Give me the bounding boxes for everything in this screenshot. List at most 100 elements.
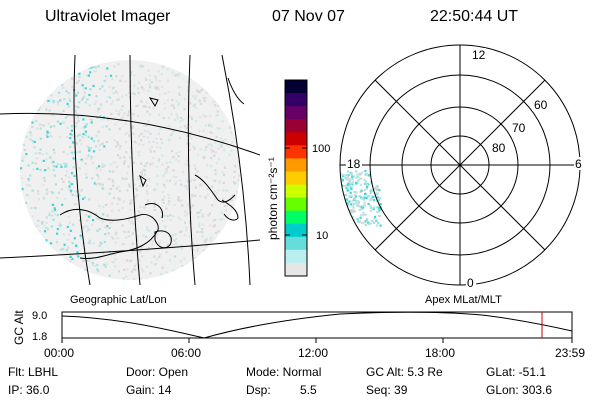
emission-pixel: [155, 137, 158, 140]
emission-pixel: [194, 194, 197, 197]
emission-pixel: [149, 132, 152, 135]
emission-pixel: [97, 165, 101, 168]
emission-pixel: [192, 242, 195, 245]
emission-pixel: [161, 219, 164, 223]
emission-pixel: [238, 123, 240, 126]
emission-pixel: [374, 187, 377, 190]
emission-pixel: [238, 66, 240, 69]
emission-pixel: [131, 125, 134, 128]
emission-pixel: [121, 206, 124, 209]
emission-pixel: [29, 106, 32, 109]
emission-pixel: [37, 198, 40, 201]
emission-pixel: [89, 71, 92, 74]
emission-pixel: [356, 218, 359, 221]
emission-pixel: [163, 214, 167, 217]
emission-pixel: [160, 272, 163, 275]
emission-pixel: [180, 230, 183, 233]
emission-pixel: [158, 93, 161, 96]
emission-pixel: [131, 92, 134, 95]
emission-pixel: [111, 77, 114, 80]
emission-pixel: [162, 201, 165, 204]
emission-pixel: [56, 103, 59, 106]
emission-pixel: [155, 78, 158, 81]
emission-pixel: [126, 115, 129, 118]
emission-pixel: [71, 257, 74, 261]
emission-pixel: [183, 108, 186, 111]
emission-pixel: [153, 219, 156, 222]
xtick-0600: 06:00: [171, 346, 202, 360]
emission-pixel: [24, 128, 27, 131]
emission-pixel: [93, 102, 96, 105]
emission-pixel: [28, 74, 31, 77]
emission-pixel: [91, 264, 94, 267]
emission-pixel: [169, 160, 172, 164]
emission-pixel: [165, 168, 168, 171]
emission-pixel: [24, 96, 27, 100]
emission-pixel: [211, 204, 214, 207]
emission-pixel: [222, 270, 225, 274]
emission-pixel: [63, 197, 66, 200]
emission-pixel: [50, 94, 53, 97]
emission-pixel: [143, 206, 146, 209]
emission-pixel: [344, 220, 347, 223]
emission-pixel: [68, 97, 71, 100]
emission-pixel: [203, 99, 206, 103]
emission-pixel: [124, 122, 127, 125]
emission-pixel: [29, 65, 32, 69]
emission-pixel: [215, 66, 218, 69]
emission-pixel: [376, 192, 379, 195]
emission-pixel: [77, 65, 81, 69]
emission-pixel: [351, 175, 354, 178]
emission-pixel: [172, 234, 175, 237]
emission-pixel: [218, 94, 221, 97]
emission-pixel: [359, 216, 362, 219]
emission-pixel: [87, 154, 90, 157]
emission-pixel: [346, 213, 350, 216]
emission-pixel: [342, 219, 345, 223]
emission-pixel: [110, 102, 113, 106]
emission-pixel: [52, 101, 55, 104]
emission-pixel: [31, 60, 34, 63]
emission-pixel: [153, 209, 156, 212]
emission-pixel: [378, 215, 381, 218]
emission-pixel: [144, 164, 147, 167]
emission-pixel: [347, 216, 350, 219]
emission-pixel: [205, 239, 208, 242]
emission-pixel: [26, 89, 29, 93]
emission-pixel: [204, 65, 207, 68]
emission-pixel: [157, 160, 160, 163]
emission-pixel: [102, 187, 105, 190]
emission-pixel: [217, 230, 220, 233]
emission-pixel: [115, 187, 118, 190]
emission-pixel: [75, 81, 79, 84]
emission-pixel: [43, 273, 46, 276]
emission-pixel: [348, 195, 351, 198]
emission-pixel: [84, 134, 87, 137]
emission-pixel: [121, 95, 124, 98]
emission-pixel: [237, 126, 240, 129]
emission-pixel: [184, 221, 187, 224]
emission-pixel: [134, 268, 137, 271]
emission-pixel: [59, 248, 62, 251]
emission-pixel: [348, 217, 351, 220]
emission-pixel: [167, 91, 170, 94]
emission-pixel: [354, 195, 358, 198]
emission-pixel: [239, 130, 240, 134]
emission-pixel: [180, 244, 183, 247]
emission-pixel: [45, 108, 48, 111]
emission-pixel: [45, 222, 48, 225]
emission-pixel: [78, 75, 81, 78]
emission-pixel: [40, 222, 44, 225]
gc-alt-info: GC Alt: 5.3 Re: [366, 365, 443, 379]
emission-pixel: [37, 108, 40, 111]
emission-pixel: [85, 123, 88, 126]
emission-pixel: [201, 231, 204, 234]
emission-pixel: [47, 122, 50, 125]
emission-pixel: [204, 77, 207, 81]
emission-pixel: [92, 140, 96, 143]
emission-pixel: [111, 220, 114, 223]
emission-pixel: [41, 221, 44, 224]
emission-pixel: [146, 249, 149, 252]
emission-pixel: [21, 263, 24, 266]
